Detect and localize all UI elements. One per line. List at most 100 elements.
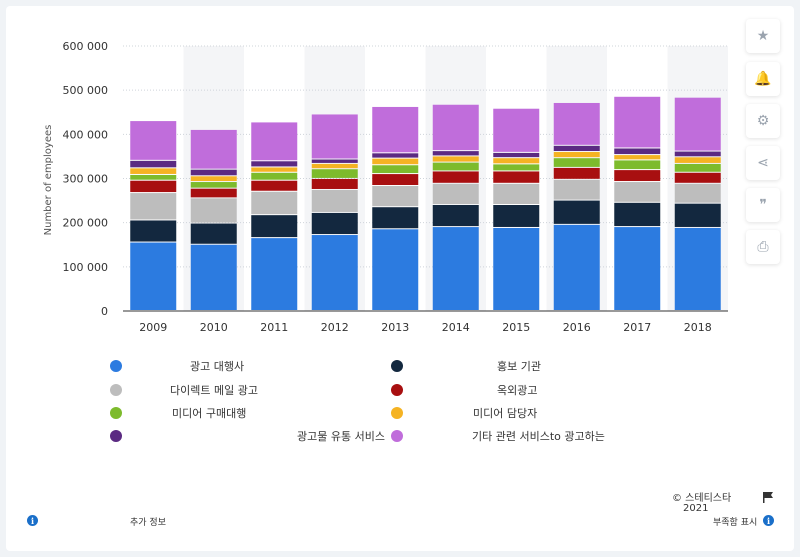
- bar-segment[interactable]: [311, 159, 358, 163]
- bar-segment[interactable]: [130, 121, 177, 160]
- y-tick-label: 200 000: [63, 217, 109, 230]
- bar-segment[interactable]: [614, 227, 661, 310]
- bar-segment[interactable]: [493, 108, 540, 152]
- bar-segment[interactable]: [130, 174, 177, 180]
- bar-segment[interactable]: [372, 229, 419, 310]
- bar-segment[interactable]: [553, 179, 600, 200]
- copyright-text[interactable]: © 스테티스타: [672, 493, 732, 504]
- bar-segment[interactable]: [190, 198, 237, 223]
- bar-segment[interactable]: [190, 223, 237, 244]
- bar-segment[interactable]: [614, 202, 661, 227]
- bar-segment[interactable]: [493, 164, 540, 171]
- bar-segment[interactable]: [674, 172, 721, 183]
- bar-segment[interactable]: [130, 193, 177, 220]
- bar-segment[interactable]: [432, 104, 479, 151]
- bar-segment[interactable]: [190, 188, 237, 198]
- bar-segment[interactable]: [130, 242, 177, 310]
- bar-segment[interactable]: [432, 171, 479, 183]
- bar-segment[interactable]: [674, 227, 721, 310]
- bar-segment[interactable]: [251, 180, 298, 191]
- x-tick-label: 2011: [260, 321, 288, 334]
- bar-segment[interactable]: [674, 163, 721, 172]
- bar-segment[interactable]: [493, 171, 540, 183]
- bell-icon: 🔔: [754, 71, 772, 87]
- bar-segment[interactable]: [432, 162, 479, 171]
- bar-segment[interactable]: [553, 145, 600, 151]
- flag-icon[interactable]: [762, 491, 774, 503]
- bar-segment[interactable]: [432, 205, 479, 227]
- bar-segment[interactable]: [190, 182, 237, 188]
- bar-segment[interactable]: [311, 235, 358, 310]
- bar-segment[interactable]: [372, 158, 419, 165]
- bar-segment[interactable]: [614, 182, 661, 202]
- bar-segment[interactable]: [372, 165, 419, 174]
- bar-segment[interactable]: [493, 227, 540, 310]
- bar-segment[interactable]: [614, 148, 661, 155]
- bar-segment[interactable]: [130, 168, 177, 174]
- gear-button[interactable]: ⚙: [746, 104, 780, 138]
- bar-segment[interactable]: [432, 151, 479, 156]
- bar-segment[interactable]: [130, 220, 177, 242]
- bar-segment[interactable]: [493, 158, 540, 164]
- share-button[interactable]: ⋖: [746, 146, 780, 180]
- bar-segment[interactable]: [190, 244, 237, 310]
- bar-segment[interactable]: [372, 207, 419, 229]
- bar-segment[interactable]: [674, 97, 721, 151]
- bar-segment[interactable]: [553, 224, 600, 310]
- x-tick-label: 2010: [200, 321, 228, 334]
- bar-segment[interactable]: [674, 203, 721, 227]
- bar-segment[interactable]: [372, 174, 419, 186]
- x-tick-label: 2016: [563, 321, 591, 334]
- bar-segment[interactable]: [311, 178, 358, 189]
- bar-segment[interactable]: [614, 160, 661, 170]
- bar-segment[interactable]: [432, 183, 479, 204]
- bar-segment[interactable]: [190, 176, 237, 182]
- quote-button[interactable]: ❞: [746, 188, 780, 222]
- bar-segment[interactable]: [311, 169, 358, 178]
- bar-segment[interactable]: [311, 163, 358, 169]
- bar-segment[interactable]: [614, 170, 661, 182]
- bar-segment[interactable]: [553, 152, 600, 158]
- additional-info-link[interactable]: 추가 정보: [130, 518, 166, 528]
- bar-segment[interactable]: [674, 151, 721, 157]
- bar-segment[interactable]: [493, 183, 540, 204]
- bar-segment[interactable]: [311, 212, 358, 235]
- bar-segment[interactable]: [372, 106, 419, 153]
- bar-segment[interactable]: [130, 160, 177, 168]
- bar-segment[interactable]: [493, 205, 540, 227]
- bar-segment[interactable]: [553, 167, 600, 179]
- bar-segment[interactable]: [614, 96, 661, 148]
- bar-segment[interactable]: [674, 157, 721, 163]
- bar-segment[interactable]: [251, 238, 298, 310]
- info-icon[interactable]: i: [763, 515, 774, 526]
- bar-segment[interactable]: [311, 189, 358, 212]
- bar-segment[interactable]: [251, 161, 298, 167]
- bar-segment[interactable]: [251, 191, 298, 215]
- y-tick-label: 400 000: [63, 128, 109, 141]
- bar-segment[interactable]: [372, 153, 419, 158]
- bell-button[interactable]: 🔔: [746, 62, 780, 96]
- bar-segment[interactable]: [614, 155, 661, 160]
- bar-segment[interactable]: [251, 122, 298, 161]
- bar-segment[interactable]: [251, 215, 298, 238]
- bar-segment[interactable]: [553, 200, 600, 224]
- bar-segment[interactable]: [311, 114, 358, 159]
- bar-segment[interactable]: [190, 169, 237, 176]
- bar-segment[interactable]: [553, 158, 600, 167]
- bar-segment[interactable]: [372, 186, 419, 207]
- print-button[interactable]: ⎙: [746, 230, 780, 264]
- bar-segment[interactable]: [493, 152, 540, 158]
- copyright-year: 2021: [683, 503, 709, 514]
- bar-segment[interactable]: [553, 102, 600, 145]
- bar-segment[interactable]: [251, 172, 298, 180]
- bar-segment[interactable]: [251, 167, 298, 172]
- bar-segment[interactable]: [432, 156, 479, 162]
- show-source-link[interactable]: 부족함 표시: [713, 518, 758, 528]
- info-icon[interactable]: i: [27, 515, 38, 526]
- bar-segment[interactable]: [432, 227, 479, 310]
- bar-segment[interactable]: [190, 129, 237, 169]
- quote-icon: ❞: [759, 197, 767, 213]
- bar-segment[interactable]: [130, 180, 177, 193]
- star-button[interactable]: ★: [746, 19, 780, 53]
- bar-segment[interactable]: [674, 183, 721, 203]
